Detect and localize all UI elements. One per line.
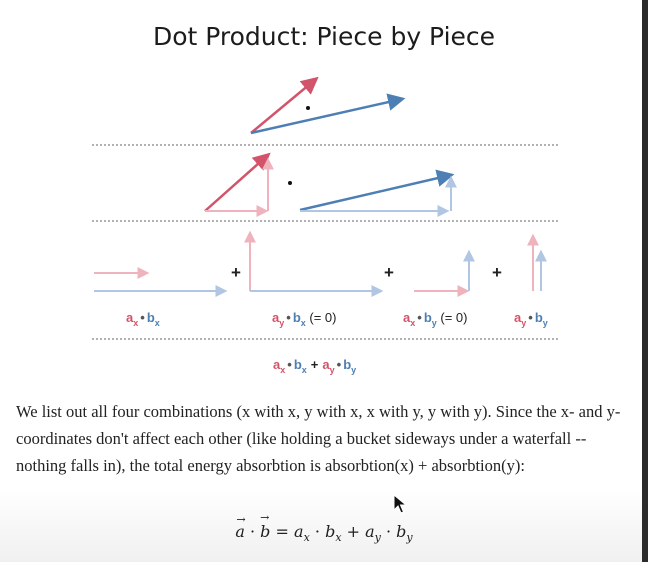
dot-product-diagram: + + + ax • bx ay • bx (= 0) ax • by (= 0) ay • b… [92,76,560,375]
vector-b: b → [260,511,271,541]
dot-product-formula: a → · b → = ax · bx + ay · by [235,511,413,545]
row-components [204,152,457,217]
row-combinations: + + + [94,230,547,297]
label-ax-bx: ax • bx [126,310,160,328]
vector-b-arrow [250,93,406,135]
vector-a-arrow [250,76,319,134]
plus-sign: + [384,263,394,282]
window-edge [642,0,648,562]
label-ay-by: ay • by [514,310,548,328]
label-sum: ax • bx + ay • by [273,357,356,375]
slide-title: Dot Product: Piece by Piece [152,22,496,51]
label-ay-bx: ay • bx (= 0) [272,310,337,328]
vector-a-arrow [204,152,271,212]
dot-symbol [306,106,310,110]
mouse-pointer-icon [393,494,407,514]
label-ax-by: ax • by (= 0) [403,310,468,328]
explanation-paragraph: We list out all four combinations (x wit… [16,402,621,475]
vector-b-arrow [299,169,455,212]
row-full-vectors [250,76,406,135]
plus-sign: + [231,263,241,282]
dot-symbol [288,181,292,185]
vector-a: a → [235,513,246,541]
plus-sign: + [492,263,502,282]
